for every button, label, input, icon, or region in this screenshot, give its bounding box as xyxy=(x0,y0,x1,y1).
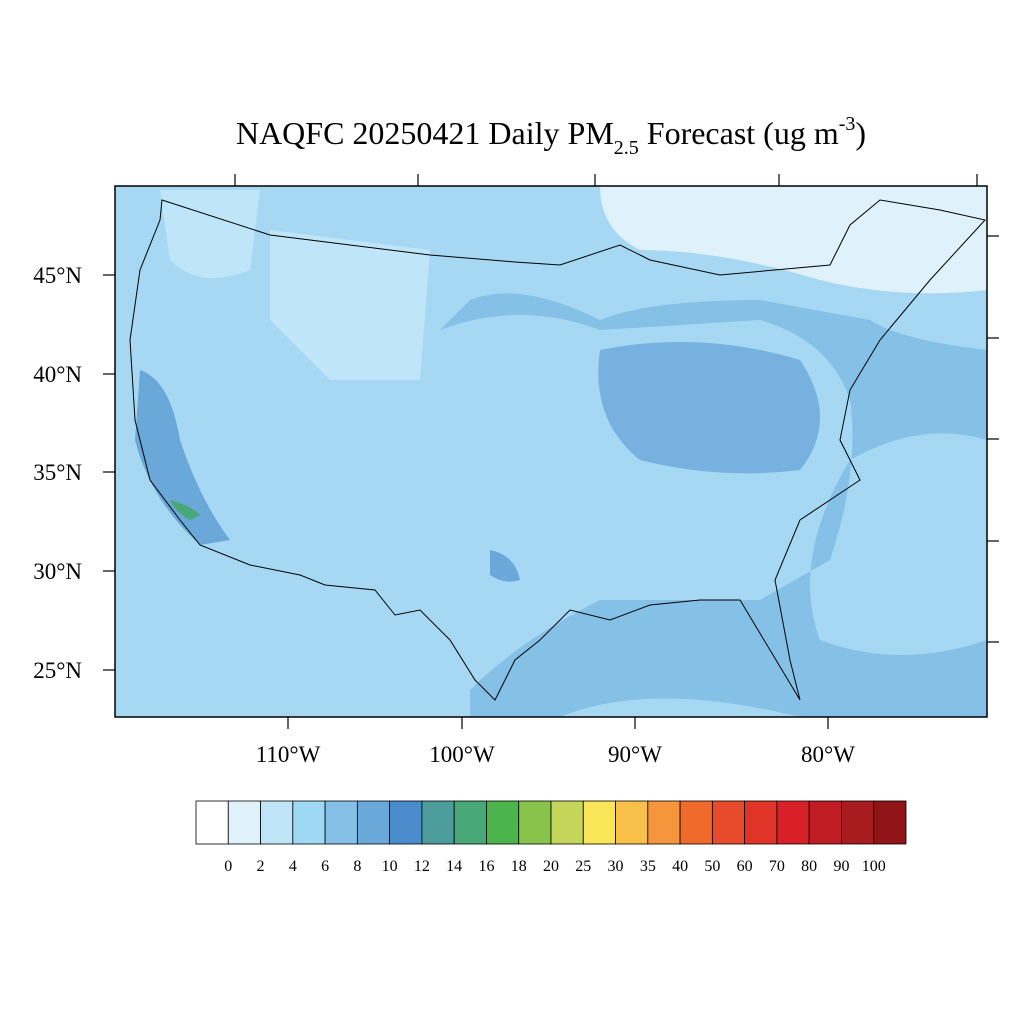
colorbar-box xyxy=(356,800,391,845)
colorbar-label: 30 xyxy=(608,858,624,875)
colorbar-box xyxy=(324,800,358,845)
colorbar-label: 40 xyxy=(672,858,688,875)
colorbar-label: 18 xyxy=(511,858,527,875)
axis-labels: 45°N 40°N 35°N 30°N 25°N 110°W 100°W 90°W 80°W xyxy=(33,263,855,767)
colorbar-label: 20 xyxy=(543,858,559,875)
title: NAQFC 20250421 Daily PM2.5 Forecast (ug … xyxy=(236,113,866,159)
title-rest: Forecast (ug m xyxy=(639,115,839,151)
lat-label: 30°N xyxy=(33,559,82,584)
colorbar-label: 60 xyxy=(737,858,753,875)
map xyxy=(114,185,988,718)
region-high xyxy=(135,370,230,545)
colorbar-box xyxy=(260,800,294,845)
colorbar: 0 2 4 6 8 10 12 14 16 18 20 25 30 35 40 50 60 70 80 90 100 xyxy=(195,800,907,875)
lat-label: 40°N xyxy=(33,362,82,387)
colorbar-label: 0 xyxy=(224,858,232,875)
colorbar-box xyxy=(421,800,455,845)
colorbar-label: 80 xyxy=(801,858,817,875)
colorbar-label: 8 xyxy=(353,858,361,875)
colorbar-label: 70 xyxy=(769,858,785,875)
colorbar-box xyxy=(808,800,842,845)
axis-ticks xyxy=(103,174,999,729)
colorbar-box xyxy=(841,800,875,845)
colorbar-box xyxy=(873,800,907,845)
colorbar-label: 14 xyxy=(446,858,462,875)
colorbar-box xyxy=(744,800,778,845)
region-low xyxy=(600,186,987,294)
region-low xyxy=(160,190,260,278)
lon-label: 110°W xyxy=(256,742,321,767)
lon-label: 90°W xyxy=(608,742,662,767)
colorbar-label: 90 xyxy=(833,858,849,875)
colorbar-label: 6 xyxy=(321,858,329,875)
colorbar-label: 10 xyxy=(382,858,398,875)
map-frame xyxy=(114,185,988,718)
colorbar-box xyxy=(227,800,261,845)
region-peak xyxy=(170,500,200,520)
colorbar-box xyxy=(776,800,810,845)
colorbar-box xyxy=(292,800,326,845)
colorbar-label: 4 xyxy=(289,858,297,875)
colorbar-box xyxy=(486,800,520,845)
lon-label: 100°W xyxy=(429,742,495,767)
region-high xyxy=(598,342,820,474)
lon-label: 80°W xyxy=(801,742,855,767)
title-superscript: -3 xyxy=(839,113,856,135)
title-close: ) xyxy=(855,115,866,151)
region-high xyxy=(490,550,520,582)
us-outline xyxy=(129,199,986,701)
title-main: NAQFC 20250421 Daily PM xyxy=(236,115,614,151)
colorbar-label: 16 xyxy=(478,858,494,875)
colorbar-box xyxy=(679,800,713,845)
lat-label: 25°N xyxy=(33,658,82,683)
colorbar-box xyxy=(518,800,552,845)
colorbar-label: 25 xyxy=(575,858,591,875)
title-subscript: 2.5 xyxy=(614,137,639,159)
colorbar-box xyxy=(550,800,584,845)
colorbar-box xyxy=(389,800,423,845)
region-mid xyxy=(440,293,987,717)
colorbar-box xyxy=(195,800,229,845)
colorbar-box xyxy=(711,800,746,845)
colorbar-box xyxy=(453,800,487,845)
colorbar-box xyxy=(582,800,616,845)
colorbar-box xyxy=(647,800,681,845)
lat-label: 35°N xyxy=(33,460,82,485)
colorbar-label: 12 xyxy=(414,858,430,875)
colorbar-box xyxy=(615,800,649,845)
colorbar-label: 2 xyxy=(257,858,265,875)
colorbar-label: 100 xyxy=(862,858,886,875)
region-low xyxy=(270,230,430,380)
colorbar-label: 50 xyxy=(704,858,720,875)
lat-label: 45°N xyxy=(33,263,82,288)
colorbar-label: 35 xyxy=(640,858,656,875)
